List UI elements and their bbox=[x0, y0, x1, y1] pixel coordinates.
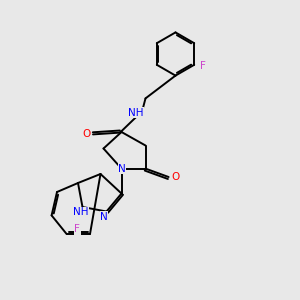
Text: N: N bbox=[118, 164, 126, 174]
Text: O: O bbox=[82, 129, 91, 140]
Text: F: F bbox=[200, 61, 206, 71]
Text: NH: NH bbox=[73, 207, 89, 218]
Text: O: O bbox=[171, 172, 179, 182]
Text: F: F bbox=[74, 224, 80, 235]
Text: NH: NH bbox=[128, 107, 143, 118]
Text: N: N bbox=[100, 212, 108, 222]
